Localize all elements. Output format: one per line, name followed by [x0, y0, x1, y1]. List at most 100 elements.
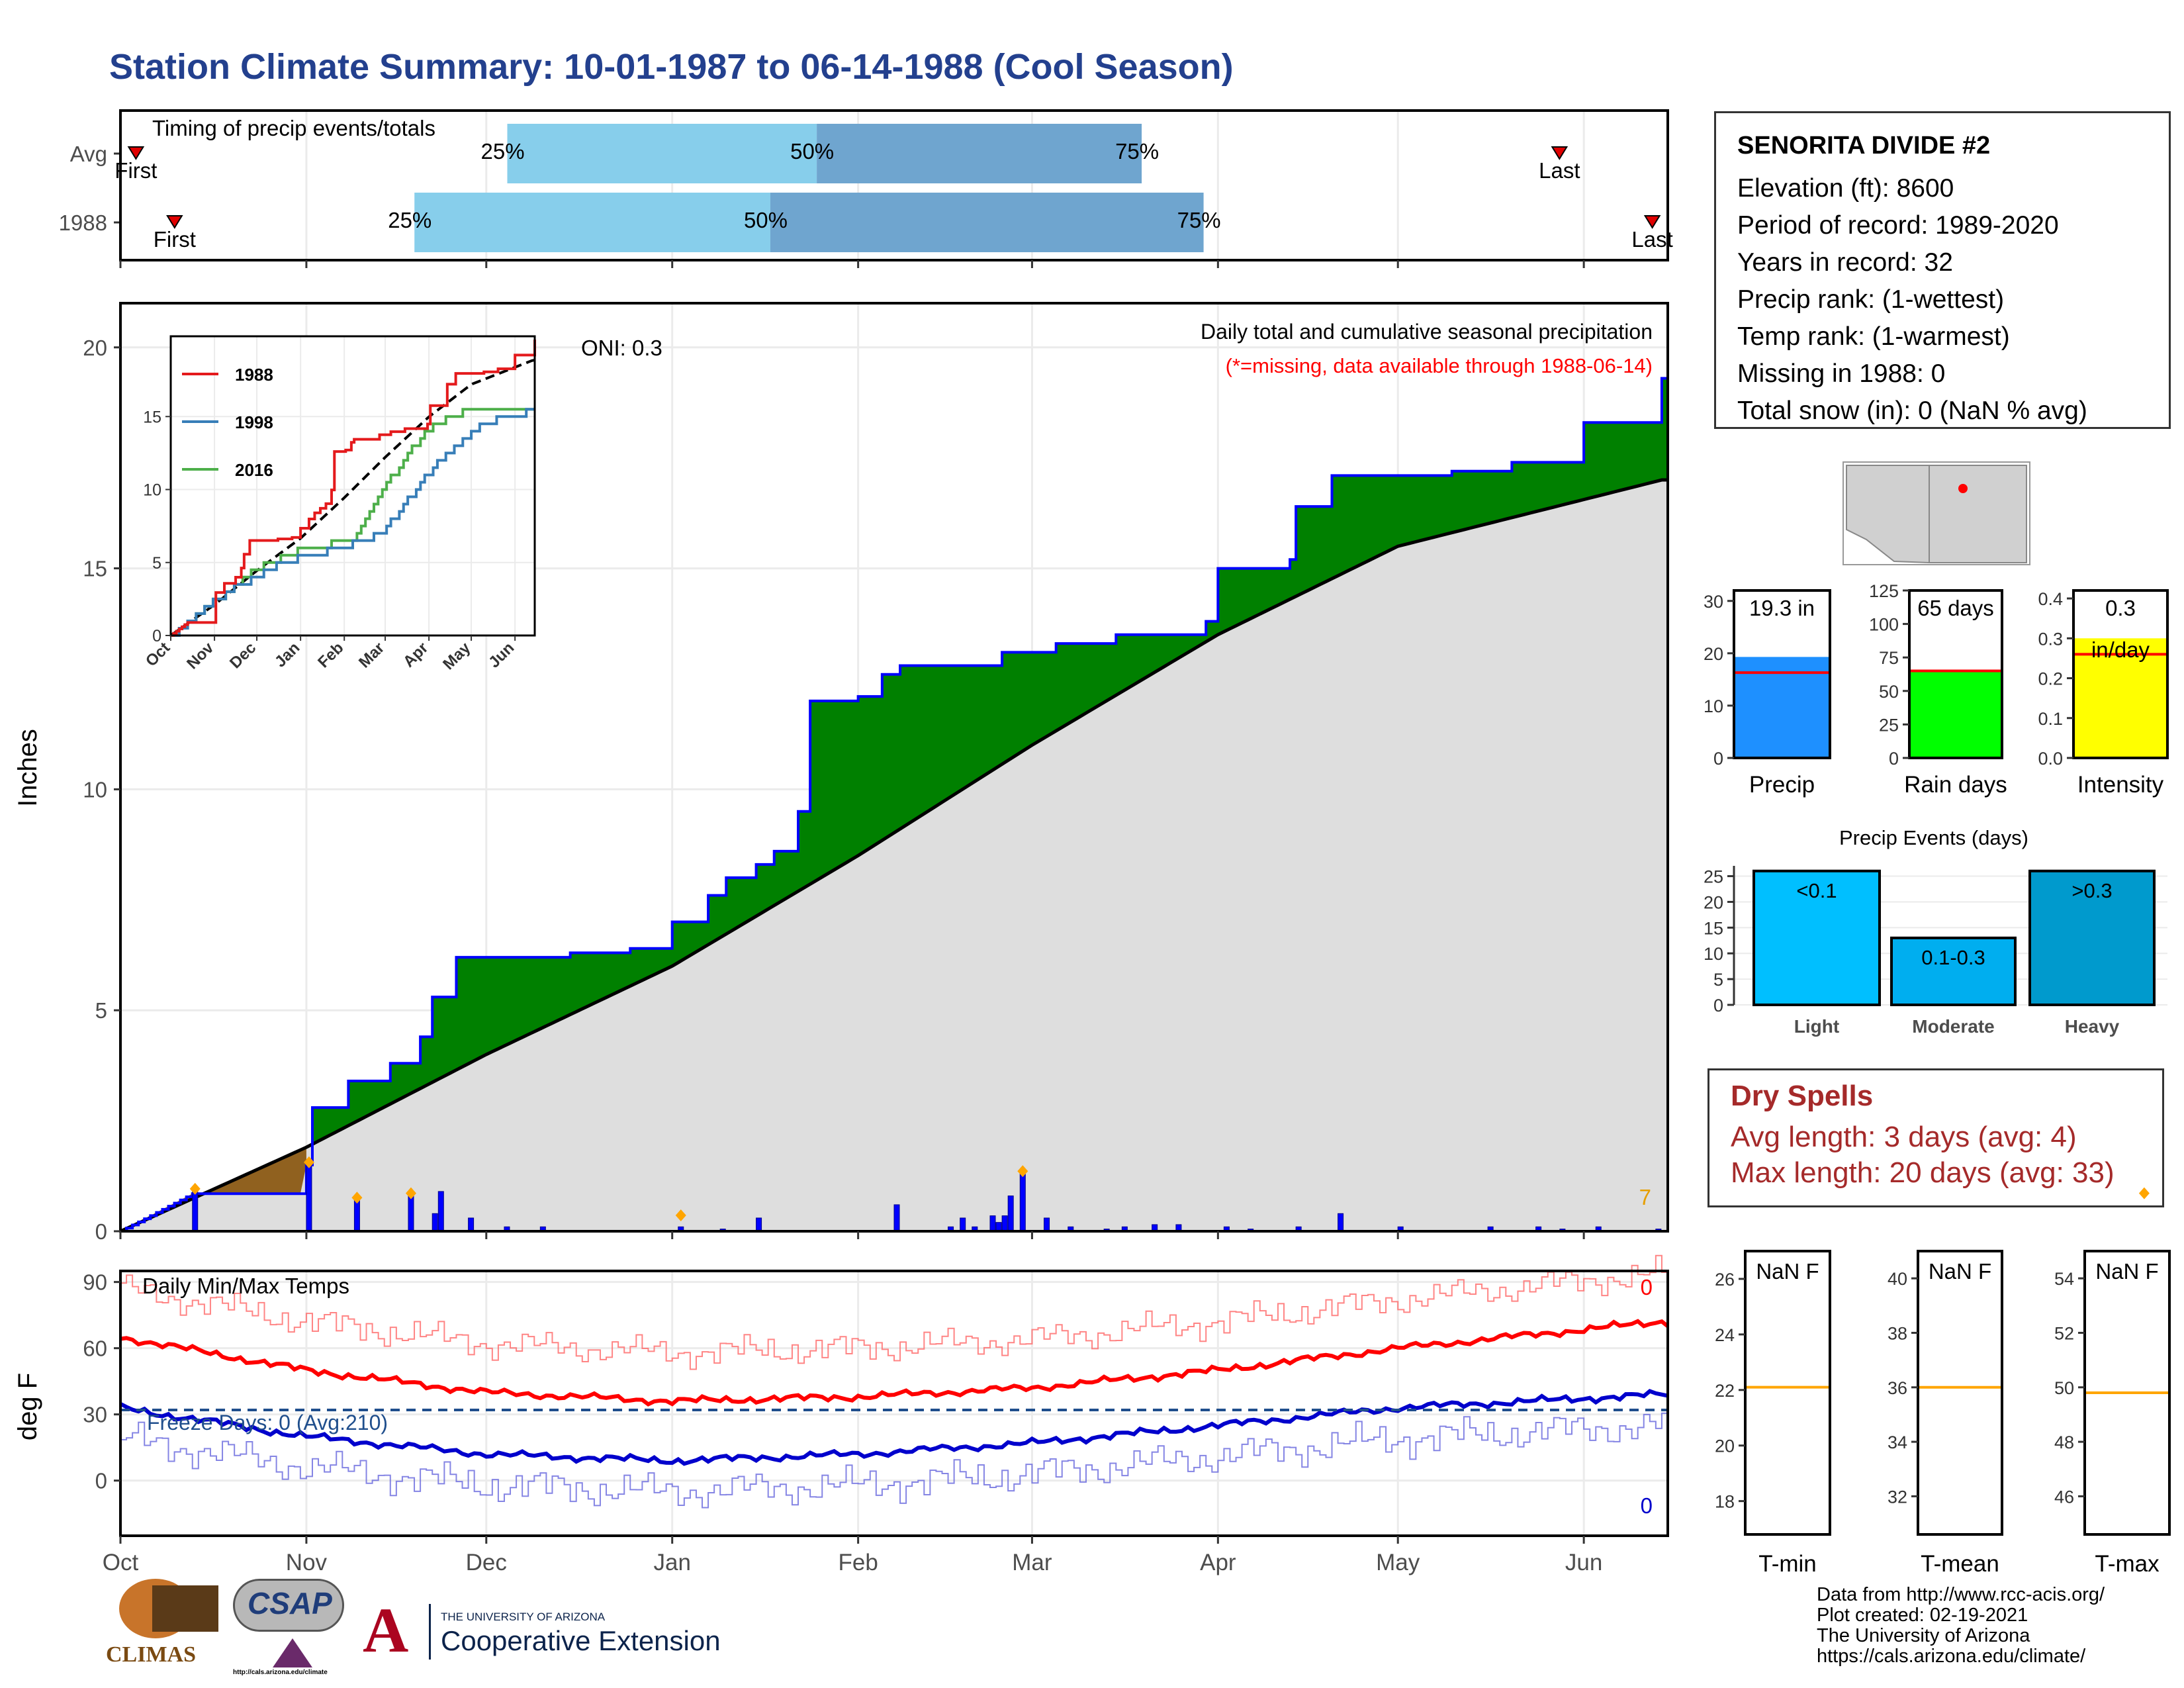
temp-box-ytick-label: 32	[1888, 1487, 1907, 1507]
temp-box-frame	[2083, 1250, 2171, 1536]
daily-max-temp-line	[120, 1254, 1668, 1370]
ua-cooperative-extension-logo: A THE UNIVERSITY OF ARIZONA Cooperative …	[363, 1595, 721, 1665]
temp-box-ytick-label: 36	[1888, 1378, 1907, 1398]
temp-box-ytick-label: 52	[2054, 1323, 2074, 1343]
mini-bar-label: Precip	[1749, 772, 1815, 798]
daily-precip-bar	[306, 1164, 312, 1232]
mini-bar-ytick-label: 0	[1713, 749, 1723, 769]
chart-title: Station Climate Summary: 10-01-1987 to 0…	[109, 47, 1234, 87]
first-event-marker	[166, 215, 183, 229]
daily-precip-bar	[1019, 1173, 1026, 1232]
station-location-dot	[1958, 484, 1968, 493]
month-label: May	[1376, 1550, 1420, 1575]
precip-ytick-label: 0	[95, 1219, 107, 1244]
climas-text: CLIMAS	[106, 1642, 197, 1667]
mini-bar-ytick-label: 75	[1879, 648, 1899, 668]
station-info-box: SENORITA DIVIDE #2 Elevation (ft): 8600 …	[1714, 111, 2171, 429]
station-period: Period of record: 1989-2020	[1737, 211, 2059, 240]
events-ytick-label: 10	[1704, 944, 1723, 964]
cumulative-1988-line	[120, 377, 1668, 1233]
temp-box-ytick-label: 18	[1715, 1492, 1735, 1512]
precip-y-axis-label: Inches	[13, 729, 42, 807]
csap-text: CSAP	[248, 1586, 332, 1620]
average-precip-area	[120, 480, 1668, 1231]
mini-bar-frame	[2072, 589, 2169, 759]
daily-min-temp-line	[120, 1411, 1668, 1509]
heavy-event-marker	[351, 1192, 363, 1204]
station-precip-rank: Precip rank: (1-wettest)	[1737, 285, 2005, 314]
last-event-marker	[1551, 146, 1569, 160]
month-label: Dec	[466, 1550, 507, 1575]
mini-bar-frame	[1908, 589, 2003, 759]
min-temp-count: 0	[1641, 1493, 1653, 1518]
month-label: Jan	[653, 1550, 690, 1575]
credit-line: https://cals.arizona.edu/climate/	[1817, 1646, 2086, 1667]
timing-row-label: 1988	[59, 211, 107, 235]
timing-q25-label: 25%	[388, 208, 432, 232]
temp-box-ytick-label: 24	[1715, 1325, 1735, 1345]
first-event-marker	[127, 146, 145, 160]
daily-precip-bar	[408, 1196, 414, 1232]
timing-q25-label: 25%	[481, 139, 525, 164]
average-cumulative-line	[119, 478, 1668, 1233]
station-years: Years in record: 32	[1737, 248, 1953, 277]
inset-1988-line	[171, 340, 536, 637]
avg-min-temp-line	[119, 1389, 1668, 1466]
event-bar	[2028, 869, 2156, 1007]
event-bar-label: >0.3	[2071, 879, 2112, 902]
daily-precip-bar	[353, 1199, 360, 1232]
mini-bar-fill	[1909, 671, 2002, 758]
timing-q50-label: 50%	[744, 208, 788, 232]
temp-box-value: NaN F	[1929, 1259, 1991, 1284]
new-mexico-shape	[1929, 465, 2027, 563]
daily-precip-bar	[1338, 1213, 1344, 1232]
dry-spells-max: Max length: 20 days (avg: 33)	[1731, 1156, 2115, 1189]
mini-bar-ytick-label: 50	[1879, 682, 1899, 702]
daily-precip-bar	[756, 1217, 762, 1232]
temp-box-label: T-min	[1758, 1551, 1817, 1577]
events-ytick-label: 5	[1713, 970, 1723, 990]
temp-panel-border	[119, 1270, 1669, 1537]
temp-box-ytick-label: 40	[1888, 1269, 1907, 1289]
month-label: Nov	[286, 1550, 328, 1575]
mini-bar-ytick-label: 0.2	[2038, 669, 2063, 689]
temp-box-ytick-label: 50	[2054, 1378, 2074, 1398]
ua-big-text: Cooperative Extension	[441, 1625, 721, 1656]
csap-logo: CSAP http://cals.arizona.edu/climate	[233, 1579, 345, 1678]
timing-bar-q50-q75	[770, 193, 1204, 252]
events-ytick-label: 15	[1704, 918, 1723, 938]
daily-precip-bar	[995, 1222, 1002, 1232]
temp-box-ytick-label: 22	[1715, 1381, 1735, 1401]
mini-bar-ytick-label: 100	[1869, 615, 1899, 635]
daily-precip-bar	[432, 1213, 438, 1232]
precip-corner-count: 7	[1639, 1185, 1651, 1209]
precip-ytick-label: 15	[83, 557, 107, 581]
temp-box-ytick-label: 34	[1888, 1432, 1907, 1452]
mini-bar-value-unit: in/day	[2091, 637, 2150, 662]
freeze-days-label: Freeze Days: 0 (Avg:210)	[147, 1411, 388, 1434]
daily-precip-bar	[893, 1204, 900, 1232]
mini-bar-value-label: 0.3	[2105, 596, 2136, 620]
daily-precip-bar	[468, 1217, 475, 1232]
mini-bar-ytick-label: 25	[1879, 715, 1899, 735]
month-label: Feb	[838, 1550, 878, 1575]
credits: Data from http://www.rcc-acis.org/ Plot …	[1817, 1585, 2105, 1667]
daily-precip-bar	[192, 1191, 199, 1232]
inset-ytick-label: 5	[152, 554, 161, 573]
mini-bar-ytick-label: 30	[1704, 592, 1723, 612]
temp-box-value: NaN F	[1756, 1259, 1819, 1284]
precip-ytick-label: 5	[95, 998, 107, 1023]
station-snow: Total snow (in): 0 (NaN % avg)	[1737, 397, 2087, 425]
daily-precip-bar	[437, 1191, 444, 1232]
temp-box-ytick-label: 20	[1715, 1436, 1735, 1456]
daily-precip-bar	[1001, 1215, 1008, 1232]
timing-q50-label: 50%	[790, 139, 834, 164]
events-ytick-label: 20	[1704, 892, 1723, 912]
daily-precip-bar	[1007, 1196, 1014, 1232]
events-ytick-label: 25	[1704, 867, 1723, 887]
daily-precip-bar	[1044, 1217, 1050, 1232]
month-label: Jun	[1565, 1550, 1602, 1575]
temp-box-frame	[1917, 1250, 2003, 1536]
event-bar-label: <0.1	[1796, 879, 1837, 902]
